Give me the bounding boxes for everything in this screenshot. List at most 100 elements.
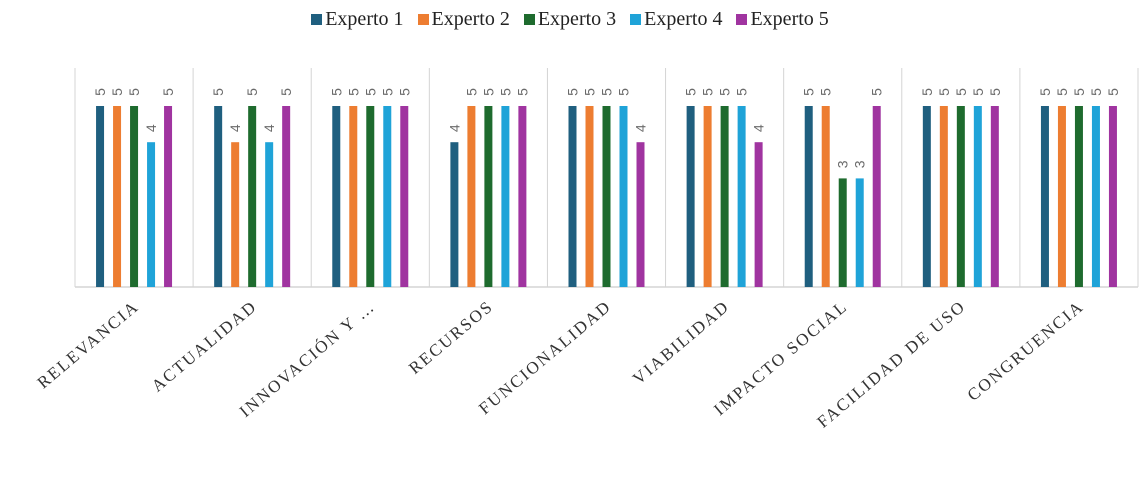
data-label: 5 [396, 88, 412, 96]
bar [821, 106, 830, 287]
data-label: 5 [936, 88, 952, 96]
bar [636, 142, 645, 287]
category-label: CONGRUENCIA [964, 297, 1088, 405]
bar [113, 106, 122, 287]
data-label: 3 [835, 160, 851, 168]
legend-label: Experto 5 [750, 8, 829, 30]
legend-label: Experto 4 [644, 8, 723, 30]
bar [1074, 106, 1083, 287]
category-label: VIABILIDAD [629, 297, 733, 389]
bar [619, 106, 628, 287]
legend-swatch [417, 14, 429, 25]
bar [973, 106, 982, 287]
bar [265, 142, 274, 287]
data-label: 5 [514, 88, 530, 96]
data-label: 5 [1105, 88, 1121, 96]
data-label: 5 [210, 88, 226, 96]
data-label: 5 [734, 88, 750, 96]
bar [1057, 106, 1066, 287]
data-label: 5 [328, 88, 344, 96]
legend-swatch [311, 14, 323, 25]
data-label: 5 [700, 88, 716, 96]
bar [855, 178, 864, 287]
bar [400, 106, 409, 287]
data-label: 5 [565, 88, 581, 96]
data-label: 4 [633, 124, 649, 132]
bar [248, 106, 257, 287]
legend-item: Experto 5 [736, 8, 829, 31]
category-label: INNOVACIÓN Y … [236, 297, 379, 421]
data-label: 3 [852, 160, 868, 168]
bar [602, 106, 611, 287]
category-label: ACTUALIDAD [148, 297, 261, 396]
data-label: 5 [599, 88, 615, 96]
data-label: 4 [751, 124, 767, 132]
data-label: 5 [463, 88, 479, 96]
bar [164, 106, 173, 287]
bar [720, 106, 729, 287]
data-label: 5 [818, 88, 834, 96]
legend-label: Experto 2 [431, 8, 510, 30]
bar [585, 106, 594, 287]
legend: Experto 1 Experto 2 Experto 3 Experto 4 Expe… [0, 8, 1140, 31]
legend-swatch [523, 14, 535, 25]
bar [332, 106, 341, 287]
data-label: 5 [616, 88, 632, 96]
bar [754, 142, 763, 287]
bar [96, 106, 105, 287]
bar [467, 106, 476, 287]
category-label: RECURSOS [405, 297, 497, 378]
data-label: 5 [1071, 88, 1087, 96]
bar [214, 106, 223, 287]
data-label: 5 [345, 88, 361, 96]
data-label: 4 [446, 124, 462, 132]
data-label: 5 [379, 88, 395, 96]
bar [231, 142, 240, 287]
data-label: 5 [869, 88, 885, 96]
data-label: 4 [143, 124, 159, 132]
data-label: 5 [1054, 88, 1070, 96]
data-label: 5 [582, 88, 598, 96]
bar [838, 178, 847, 287]
bar [804, 106, 813, 287]
data-label: 5 [919, 88, 935, 96]
bar [922, 106, 931, 287]
data-label: 5 [1088, 88, 1104, 96]
bar [450, 142, 459, 287]
bar [703, 106, 712, 287]
bar [130, 106, 139, 287]
category-label: FUNCIONALIDAD [475, 297, 615, 419]
bar [737, 106, 746, 287]
data-label: 5 [717, 88, 733, 96]
legend-swatch [736, 14, 748, 25]
data-label: 5 [278, 88, 294, 96]
data-label: 5 [126, 88, 142, 96]
data-label: 5 [92, 88, 108, 96]
legend-label: Experto 1 [325, 8, 404, 30]
data-label: 5 [953, 88, 969, 96]
data-label: 5 [160, 88, 176, 96]
legend-label: Experto 3 [537, 8, 617, 30]
data-label: 5 [970, 88, 986, 96]
data-label: 5 [244, 88, 260, 96]
data-label: 5 [987, 88, 1003, 96]
data-label: 5 [362, 88, 378, 96]
data-label: 5 [480, 88, 496, 96]
data-label: 5 [497, 88, 513, 96]
data-label: 5 [683, 88, 699, 96]
bar [366, 106, 375, 287]
data-label: 4 [227, 124, 243, 132]
bar [501, 106, 510, 287]
category-label: IMPACTO SOCIAL [710, 297, 851, 420]
bar [349, 106, 358, 287]
legend-item: Experto 1 [311, 8, 404, 31]
legend-item: Experto 4 [630, 8, 722, 31]
data-label: 5 [1037, 88, 1053, 96]
bar [147, 142, 156, 287]
bar [518, 106, 527, 287]
bar [990, 106, 999, 287]
bar [568, 106, 577, 287]
bar [939, 106, 948, 287]
